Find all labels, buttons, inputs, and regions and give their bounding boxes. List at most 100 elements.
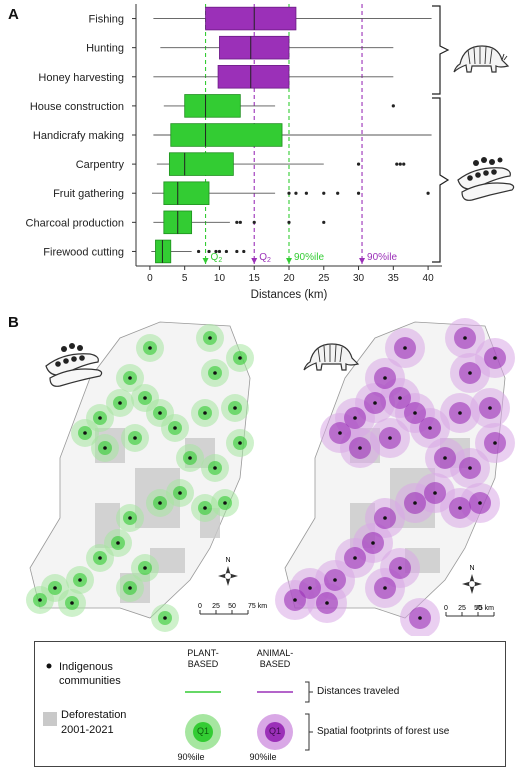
north-label: N (225, 557, 230, 564)
outlier-point (336, 191, 340, 195)
community-dot (128, 586, 132, 590)
reference-arrow-animal (251, 258, 258, 264)
x-tick-label: 30 (353, 273, 365, 284)
reference-label-plant: 90%ile (294, 252, 324, 263)
community-dot (443, 456, 447, 460)
scale-label-0-right: 0 (444, 605, 448, 612)
scale-label-25: 25 (212, 603, 220, 610)
community-dot (428, 426, 432, 430)
community-dot (143, 566, 147, 570)
community-dot (143, 396, 147, 400)
community-dot (493, 441, 497, 445)
outlier-point (322, 220, 326, 224)
community-dot (208, 336, 212, 340)
reference-label-plant: Q2 (211, 252, 223, 264)
community-dot (213, 371, 217, 375)
box (168, 152, 234, 176)
community-dot (468, 466, 472, 470)
animal-brace (432, 5, 450, 95)
legend-graphics (43, 663, 313, 751)
community-dot (98, 416, 102, 420)
x-tick-label: 25 (318, 273, 330, 284)
outlier-point (224, 249, 229, 254)
community-dot (163, 616, 167, 620)
armadillo-icon (453, 45, 510, 73)
outlier-point (207, 249, 211, 254)
community-dot (373, 401, 377, 405)
x-tick-label: 5 (182, 273, 188, 284)
community-dot (458, 506, 462, 510)
scale-label-75-right: 75 km (475, 605, 494, 612)
community-dot (238, 441, 242, 445)
category-label: Hunting (86, 43, 124, 55)
legend-distances: Distances traveled (317, 686, 400, 697)
community-dot (103, 446, 107, 450)
community-dot (383, 376, 387, 380)
community-dot (458, 411, 462, 415)
community-dot-swatch (46, 663, 52, 669)
plant-inner-circle (193, 722, 213, 742)
category-label: Charcoal production (26, 217, 124, 229)
plant-community-dots (38, 336, 242, 620)
panel-a-label: A (8, 6, 19, 23)
community-dot (388, 436, 392, 440)
community-dot (83, 431, 87, 435)
community-dot (173, 426, 177, 430)
reference-label-animal: 90%ile (367, 252, 397, 263)
community-dot (203, 506, 207, 510)
community-dot (398, 566, 402, 570)
scale-bar: 0 25 50 75 km (198, 603, 267, 615)
seed-pod-icon (457, 157, 515, 201)
category-label: Fruit gathering (53, 188, 124, 200)
box (219, 35, 290, 60)
community-dot (478, 501, 482, 505)
category-label: Carpentry (76, 159, 125, 171)
community-dot (413, 411, 417, 415)
outlier-point (235, 249, 239, 254)
panel-b-label: B (8, 314, 19, 331)
north-label-right: N (469, 565, 474, 572)
outlier-point (402, 162, 406, 166)
x-axis-title: Distances (km) (251, 289, 328, 301)
community-dot (118, 401, 122, 405)
community-dot (223, 501, 227, 505)
box (170, 123, 283, 147)
community-dot (403, 346, 407, 350)
compass-icon-right (462, 574, 482, 594)
animal-inner-circle (265, 722, 285, 742)
community-dot (203, 411, 207, 415)
community-dot (293, 598, 297, 602)
community-dot (353, 556, 357, 560)
community-dot (308, 586, 312, 590)
outlier-point (235, 220, 239, 224)
scale-label-0: 0 (198, 603, 202, 610)
community-dot (78, 578, 82, 582)
category-label: Handicrafy making (33, 130, 124, 142)
outlier-point (356, 191, 361, 195)
outlier-point (356, 162, 361, 166)
community-dot (358, 446, 362, 450)
animal-circle-label: Q1 (268, 726, 281, 736)
community-dot (338, 431, 342, 435)
community-dot (353, 416, 357, 420)
compass-icon (218, 566, 238, 586)
outlier-point (287, 220, 291, 224)
legend-brace-2 (305, 713, 313, 751)
community-dot (433, 491, 437, 495)
x-tick-label: 0 (147, 273, 153, 284)
community-dot (158, 501, 162, 505)
community-dot (413, 501, 417, 505)
community-dot (178, 491, 182, 495)
animal-90ile-label: 90%ile (249, 752, 277, 762)
outlier-point (217, 249, 222, 254)
category-label: Fishing (89, 14, 124, 26)
deforestation-swatch (43, 712, 57, 726)
plant-brace (432, 97, 450, 263)
category-label: House construction (30, 101, 124, 113)
legend-animal-header: ANIMAL- BASED (256, 648, 294, 669)
community-dot (70, 601, 74, 605)
community-dot (383, 516, 387, 520)
community-dot (488, 406, 492, 410)
x-tick-label: 35 (388, 273, 400, 284)
legend: Indigenous communities Deforestation 200… (34, 641, 506, 767)
